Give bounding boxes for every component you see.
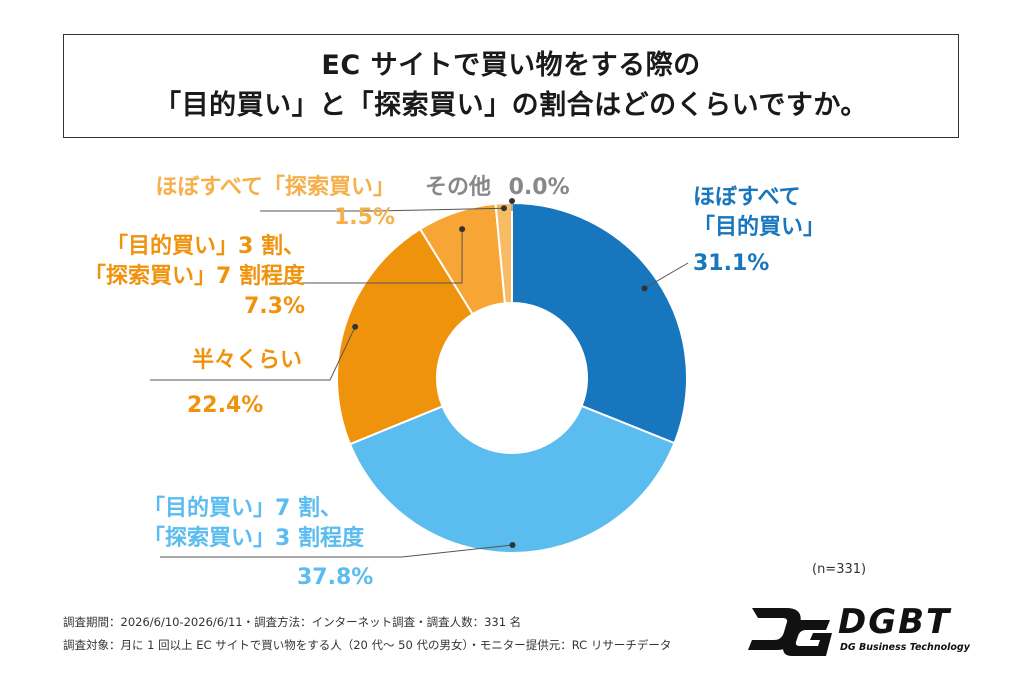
leader-mostly-purpose-dot — [641, 285, 648, 292]
leader-explore-70 — [275, 229, 463, 284]
label-explore-70-value: 7.3% — [243, 294, 305, 319]
sample-size-note: (n=331) — [812, 562, 867, 577]
label-mostly-purpose: ほぼすべて 「目的買い」 31.1% — [693, 183, 825, 279]
leader-half — [150, 326, 356, 381]
survey-period-note: 調査期間：2026/6/10-2026/6/11・調査方法：インターネット調査・… — [63, 615, 522, 629]
label-mostly-purpose-value: 31.1% — [693, 251, 770, 276]
label-explore-70-name-2: 「探索買い」7 割程度 — [84, 264, 305, 289]
label-purpose-70-name-2: 「探索買い」3 割程度 — [143, 526, 364, 551]
leader-mostly-explore-dot — [500, 205, 507, 212]
label-purpose-70-value: 37.8% — [297, 565, 374, 590]
chart-title-box: EC サイトで買い物をする際の 「目的買い」と「探索買い」の割合はどのくらいです… — [63, 34, 959, 138]
leader-explore-70-dot — [459, 226, 466, 233]
label-explore-70: 「目的買い」3 割、 「探索買い」7 割程度 7.3% — [60, 232, 305, 322]
label-purpose-70-name-1: 「目的買い」7 割、 — [143, 496, 342, 521]
label-mostly-purpose-name-1: ほぼすべて — [693, 185, 801, 210]
slice-mostly-purpose — [511, 201, 688, 445]
label-other: その他 0.0% — [425, 173, 570, 204]
label-mostly-purpose-name-2: 「目的買い」 — [693, 215, 826, 240]
label-mostly-explore-name: ほぼすべて「探索買い」 — [155, 175, 395, 200]
slice-mostly-explore — [494, 201, 513, 305]
slice-purpose-70 — [348, 404, 676, 554]
dgbt-logo-tagline: DG Business Technology — [840, 642, 970, 653]
label-purpose-70: 「目的買い」7 割、 「探索買い」3 割程度 — [143, 494, 364, 554]
label-half: 半々くらい — [192, 346, 302, 376]
label-mostly-explore-value: 1.5% — [333, 205, 395, 230]
leader-other-dot — [509, 198, 515, 204]
survey-target-note: 調査対象：月に 1 回以上 EC サイトで買い物をする人（20 代～ 50 代の… — [63, 638, 672, 652]
dgbt-logo-mark-icon — [748, 608, 832, 656]
dgbt-logo: DGBT DG Business Technology — [746, 600, 976, 660]
chart-title-line-1: EC サイトで買い物をする際の — [321, 50, 701, 81]
leader-half-dot — [352, 323, 359, 330]
dgbt-logo-text: DGBT — [838, 602, 952, 642]
label-explore-70-name-1: 「目的買い」3 割、 — [106, 234, 305, 259]
label-half-value: 22.4% — [187, 393, 264, 418]
leader-mostly-explore — [260, 207, 505, 212]
leader-purpose-70-dot — [509, 541, 516, 548]
leader-purpose-70 — [160, 544, 513, 558]
label-mostly-explore: ほぼすべて「探索買い」 1.5% — [120, 173, 395, 233]
label-half-name: 半々くらい — [192, 348, 303, 373]
chart-title-line-2: 「目的買い」と「探索買い」の割合はどのくらいですか。 — [154, 90, 868, 121]
label-other-value: 0.0% — [508, 175, 570, 200]
leader-mostly-purpose — [644, 262, 689, 289]
label-other-name: その他 — [425, 175, 492, 200]
